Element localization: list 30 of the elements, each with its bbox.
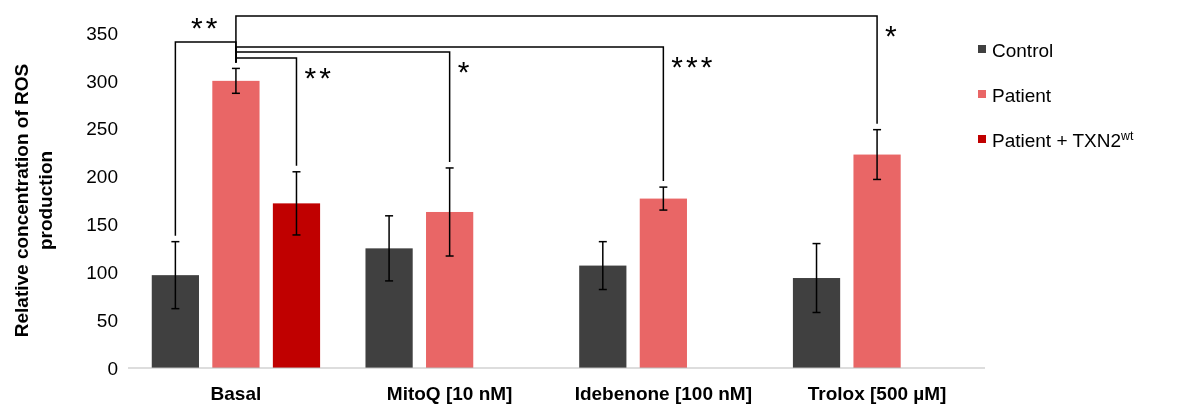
bar	[853, 154, 901, 368]
x-tick-label: Trolox [500 µM]	[807, 383, 947, 404]
bar	[639, 198, 687, 368]
y-tick-label: 250	[86, 118, 118, 140]
x-tick-label: Basal	[210, 383, 262, 404]
x-tick-label: Idebenone [100 nM]	[574, 383, 753, 404]
y-tick-label: 0	[107, 357, 118, 379]
legend-label: Patient	[992, 84, 1052, 106]
y-tick-label: 50	[96, 309, 118, 331]
y-tick-label: 350	[86, 22, 118, 44]
legend-label: Patient + TXN2$^{wt}$	[992, 128, 1134, 151]
y-tick-label: 300	[86, 70, 118, 92]
legend-label: Control	[992, 39, 1054, 61]
x-tick-label: MitoQ [10 nM]	[386, 383, 513, 404]
y-tick-label: 200	[86, 166, 118, 188]
bar	[272, 203, 321, 368]
bar	[365, 248, 413, 368]
bar	[792, 278, 841, 368]
bar	[151, 275, 199, 368]
annotation: ***	[671, 50, 716, 83]
annotation: *	[885, 19, 900, 52]
bar	[579, 265, 627, 368]
y-tick-label: 150	[86, 214, 118, 236]
y-tick-label: 100	[86, 261, 118, 283]
bar	[426, 211, 474, 368]
bar	[212, 80, 260, 368]
annotation: *	[457, 55, 473, 88]
y-axis-title: Relative concentration of ROS production	[11, 63, 56, 338]
annotation: **	[190, 11, 221, 44]
annotation: **	[304, 61, 334, 94]
